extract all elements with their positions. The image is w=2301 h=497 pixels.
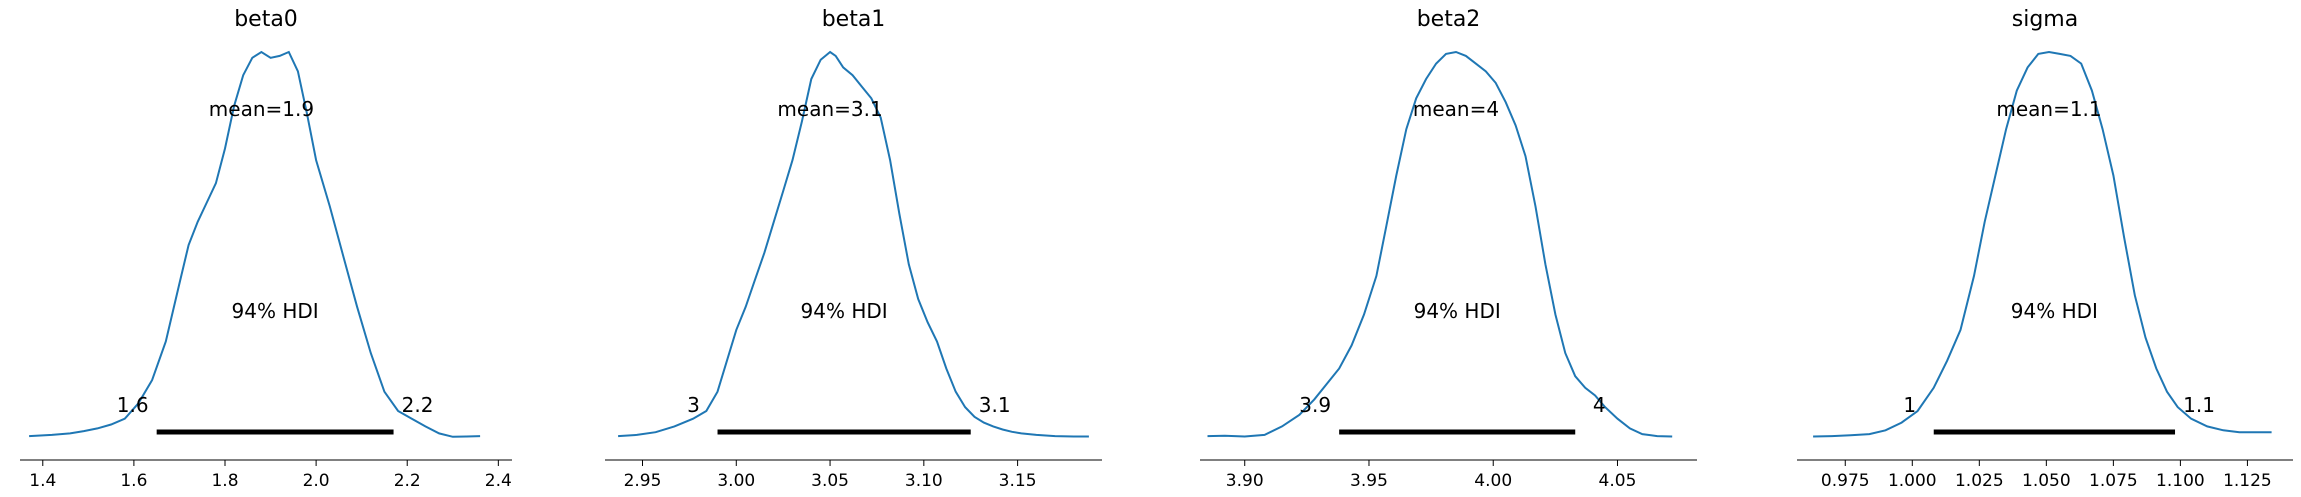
subplot-title: beta1 [822, 7, 886, 32]
x-tick-label: 3.90 [1226, 471, 1264, 491]
hdi-label: 94% HDI [232, 299, 319, 323]
x-tick-label: 1.025 [1955, 471, 2004, 491]
x-tick-label: 2.95 [624, 471, 662, 491]
hdi-lower-value: 3.9 [1299, 393, 1331, 417]
x-tick-label: 1.8 [211, 471, 238, 491]
mean-annotation: mean=4 [1413, 97, 1499, 121]
hdi-lower-value: 1 [1903, 393, 1916, 417]
hdi-upper-value: 3.1 [979, 393, 1011, 417]
density-curve [1813, 50, 2272, 438]
mean-annotation: mean=1.9 [209, 97, 314, 121]
x-tick-label: 2.4 [485, 471, 512, 491]
hdi-upper-value: 1.1 [2183, 393, 2215, 417]
subplot-title: beta0 [234, 7, 298, 32]
density-curve [1207, 50, 1673, 438]
x-tick-label: 4.00 [1474, 471, 1512, 491]
hdi-upper-value: 4 [1593, 393, 1606, 417]
x-tick-label: 3.10 [905, 471, 943, 491]
x-tick-label: 3.15 [999, 471, 1037, 491]
hdi-lower-value: 3 [687, 393, 700, 417]
subplot-beta1: beta1 mean=3.1 94% HDI 3 3.1 2.95 3.00 3.05 3.10… [605, 7, 1102, 491]
density-curve [618, 50, 1089, 438]
hdi-label: 94% HDI [2011, 299, 2098, 323]
x-tick-label: 2.0 [303, 471, 330, 491]
hdi-label: 94% HDI [801, 299, 888, 323]
x-tick-label: 1.000 [1888, 471, 1937, 491]
x-tick-label: 1.6 [120, 471, 147, 491]
hdi-label: 94% HDI [1414, 299, 1501, 323]
x-tick-label: 1.050 [2022, 471, 2071, 491]
subplot-title: beta2 [1417, 7, 1481, 32]
mean-annotation: mean=3.1 [777, 97, 882, 121]
density-curve [29, 50, 481, 438]
x-tick-label: 0.975 [1821, 471, 1870, 491]
x-tick-label: 2.2 [394, 471, 421, 491]
subplot-sigma: sigma mean=1.1 94% HDI 1 1.1 0.975 1.000 1.025 1… [1797, 7, 2293, 491]
x-tick-label: 3.05 [811, 471, 849, 491]
x-tick-label: 1.100 [2156, 471, 2205, 491]
subplot-beta0: beta0 mean=1.9 94% HDI 1.6 2.2 1.4 1.6 1.8 2.0 2.… [20, 7, 512, 491]
x-tick-label: 1.4 [29, 471, 56, 491]
x-tick-label: 1.075 [2089, 471, 2138, 491]
hdi-upper-value: 2.2 [402, 393, 434, 417]
hdi-lower-value: 1.6 [117, 393, 149, 417]
subplot-beta2: beta2 mean=4 94% HDI 3.9 4 3.90 3.95 4.00 4.05 [1200, 7, 1697, 491]
x-tick-label: 3.95 [1350, 471, 1388, 491]
x-tick-label: 4.05 [1599, 471, 1637, 491]
x-tick-label: 3.00 [717, 471, 755, 491]
subplot-title: sigma [2012, 7, 2078, 32]
mean-annotation: mean=1.1 [1996, 97, 2101, 121]
x-tick-label: 1.125 [2223, 471, 2272, 491]
